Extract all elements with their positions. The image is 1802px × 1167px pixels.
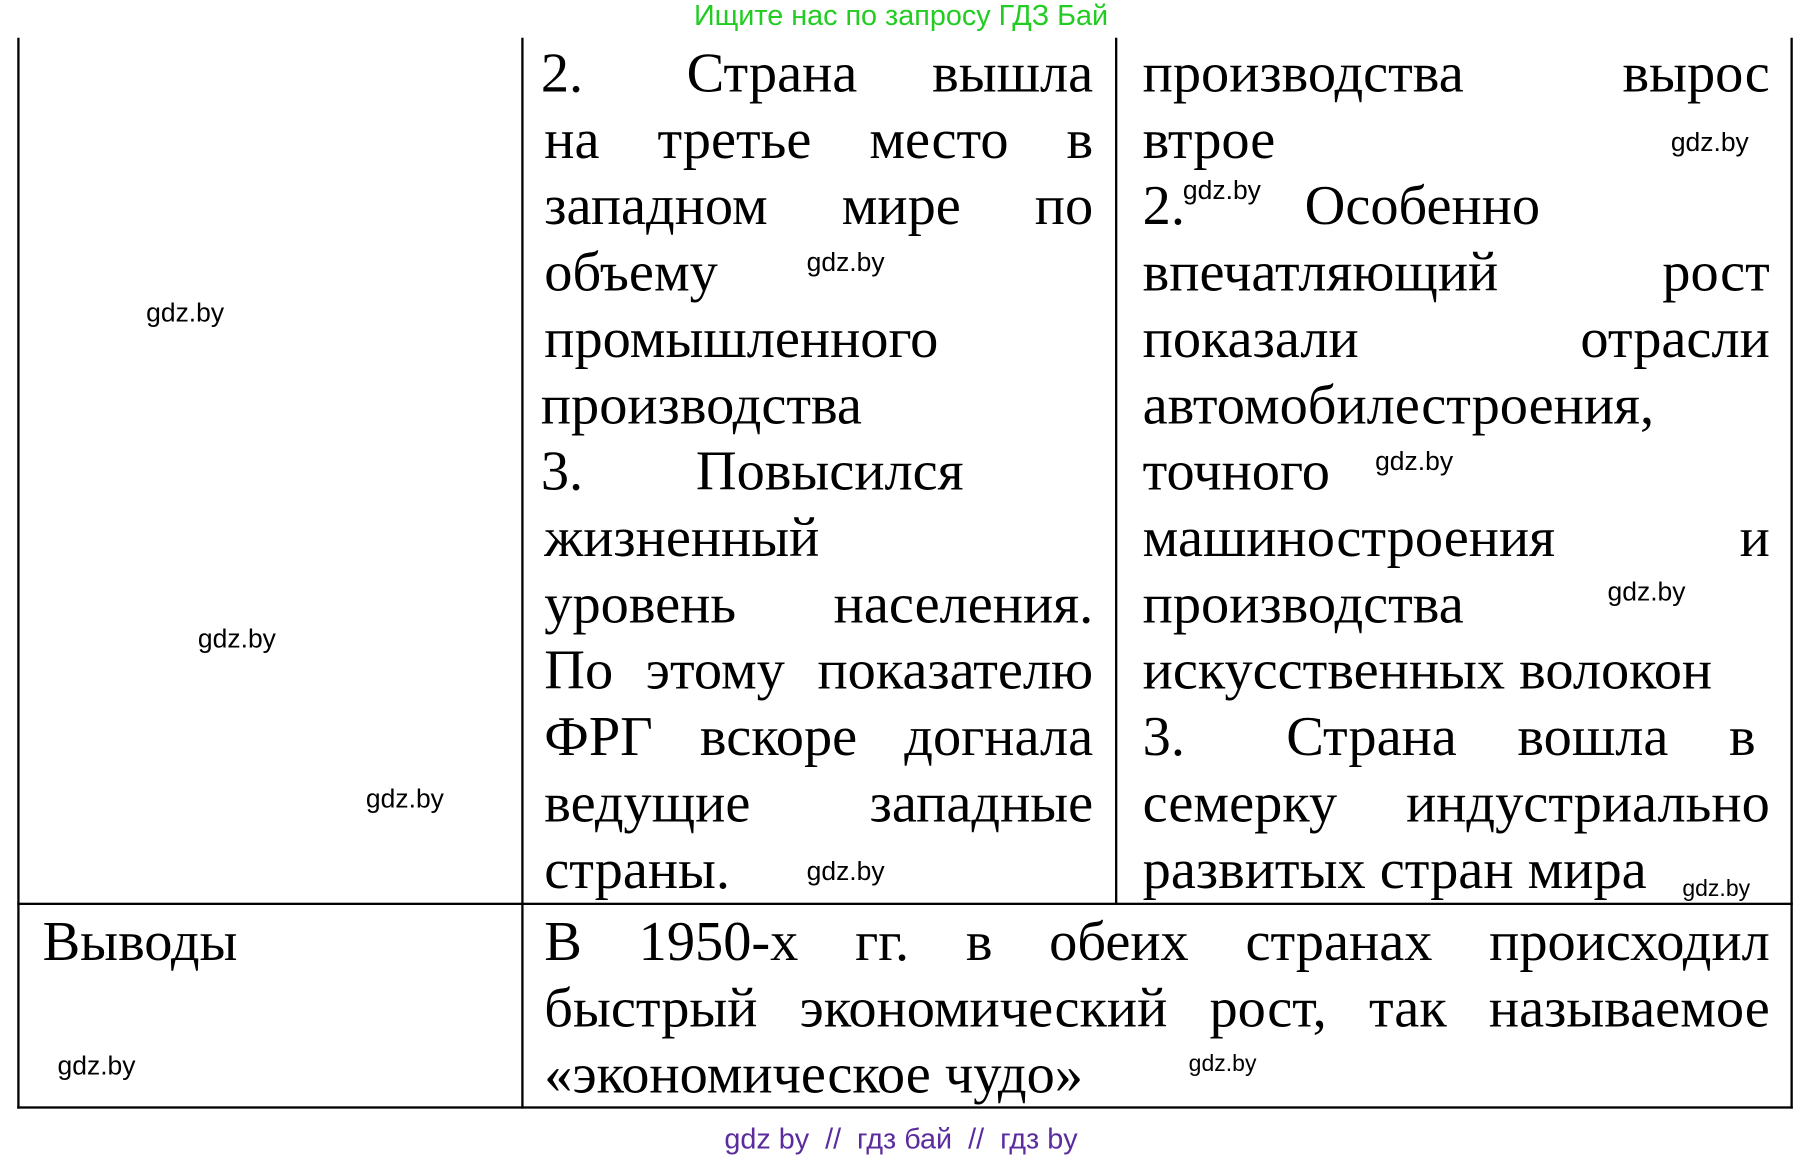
text-line: производства xyxy=(540,372,862,436)
watermark: gdz.by xyxy=(197,623,276,654)
text: Особенно xyxy=(1304,173,1541,237)
watermark: gdz.by xyxy=(1375,446,1454,476)
column-divider-2 xyxy=(1115,37,1118,904)
watermark: gdz.by xyxy=(1670,126,1749,157)
conclusions-label: Выводы xyxy=(43,908,238,974)
text-line: машиностроения и xyxy=(1142,505,1770,569)
text-line: страны. xyxy=(544,837,731,901)
watermark: gdz.by xyxy=(806,855,885,886)
row1-col3-cell: производства вырос втрое 2. Особенно впеч… xyxy=(1143,40,1770,903)
text: Страна вошла в xyxy=(1286,704,1756,768)
watermark: gdz.by xyxy=(57,1050,136,1081)
row1-col2-cell: 2. Страна вышла на третье место в западно… xyxy=(541,40,1093,903)
watermark: gdz.by xyxy=(365,783,444,814)
table-border-left xyxy=(17,37,20,1109)
text-line: показали отрасли xyxy=(1142,306,1770,370)
text-line: западном мире по xyxy=(544,173,1094,237)
table-border-right xyxy=(1790,37,1793,1109)
text-line: быстрый экономический рост, так называем… xyxy=(544,975,1770,1039)
text-line: «экономическое чудо» xyxy=(544,1042,1083,1106)
text-line: Выводы xyxy=(42,909,238,973)
watermark: gdz.by xyxy=(1188,1051,1257,1077)
text: Повысился xyxy=(695,439,964,503)
table-border-bottom xyxy=(17,1106,1793,1109)
text-line: объему xyxy=(544,240,718,304)
watermark: gdz.by xyxy=(146,297,225,328)
text-line: В 1950-х гг. в обеих странах происходил xyxy=(544,909,1770,973)
text-line: точного xyxy=(1142,439,1330,503)
conclusions-cell: В 1950-х гг. в обеих странах происходил … xyxy=(544,908,1769,1107)
text-line: на третье место в xyxy=(544,107,1094,171)
search-hint-banner: Ищите нас по запросу ГДЗ Бай xyxy=(693,0,1109,33)
text-line: жизненный xyxy=(544,505,820,569)
watermark: gdz.by xyxy=(806,247,885,277)
row-divider xyxy=(17,902,1793,905)
text-line: впечатляющий рост xyxy=(1142,240,1770,304)
text-line: производства xyxy=(1142,572,1464,635)
text-line: ведущие западные xyxy=(544,771,1094,835)
text-line: семерку индустриально xyxy=(1142,771,1770,835)
text-line: автомобилестроения, xyxy=(1142,372,1655,436)
text: 3. xyxy=(540,439,584,503)
watermark: gdz.by xyxy=(1682,876,1751,902)
text: 3. xyxy=(1142,704,1185,768)
text-line: втрое xyxy=(1142,107,1276,171)
text-line: уровень населения. xyxy=(544,572,1094,635)
text: 2. xyxy=(540,41,584,105)
footer-links[interactable]: gdz by // гдз бай // гдз by xyxy=(724,1123,1078,1156)
text-line: промышленного xyxy=(544,306,939,370)
text-line: По этому показателю xyxy=(544,638,1094,702)
text-line: развитых стран мира xyxy=(1142,837,1647,901)
watermark: gdz.by xyxy=(1182,175,1261,205)
text-line: искусственных волокон xyxy=(1142,638,1713,702)
text: Страна вышла xyxy=(686,41,1094,105)
text: 2. xyxy=(1142,173,1185,237)
text-line: производства вырос xyxy=(1142,41,1770,105)
column-divider-1 xyxy=(521,37,524,1109)
watermark: gdz.by xyxy=(1607,576,1686,607)
text-line: ФРГ вскоре догнала xyxy=(544,704,1094,768)
